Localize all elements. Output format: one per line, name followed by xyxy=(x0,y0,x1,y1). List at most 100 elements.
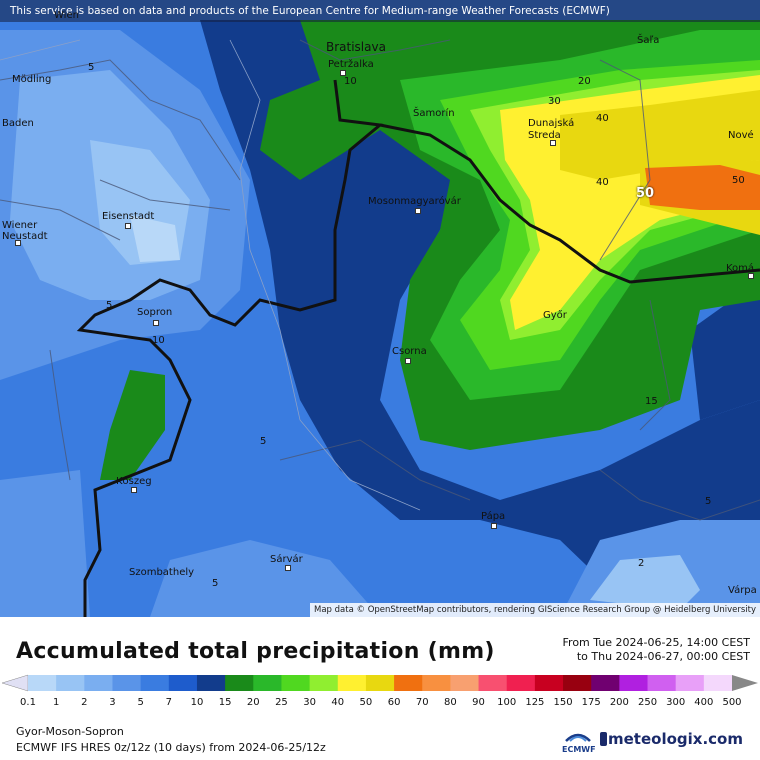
legend-swatch xyxy=(168,675,198,691)
legend-swatch xyxy=(675,675,705,691)
city-samorin[interactable]: Šamorín xyxy=(413,108,455,119)
legend-tick-label: 30 xyxy=(303,697,316,708)
time-to: to Thu 2024-06-27, 00:00 CEST xyxy=(576,650,750,663)
city-dot xyxy=(550,140,556,146)
contour-label: 10 xyxy=(344,76,357,87)
city-wiener[interactable]: Wiener xyxy=(2,220,38,231)
legend-swatch xyxy=(619,675,649,691)
legend-swatch xyxy=(534,675,564,691)
city-wien[interactable]: Wien xyxy=(54,10,79,21)
contour-label: 5 xyxy=(212,578,219,589)
legend-swatch xyxy=(84,675,113,691)
legend-arrow-left xyxy=(1,674,29,692)
contour-label: 5 xyxy=(106,300,113,311)
precipitation-map-canvas xyxy=(0,0,760,617)
city-bratislava[interactable]: Bratislava xyxy=(326,40,386,54)
county-boundary xyxy=(76,79,384,617)
contour-label: 40 xyxy=(596,113,609,124)
contour-label: 2 xyxy=(638,558,645,569)
legend-tick-label: 250 xyxy=(637,697,658,708)
city-petrzalka[interactable]: Petržalka xyxy=(328,59,374,70)
city-varpa[interactable]: Várpa xyxy=(728,585,757,596)
city-baden[interactable]: Baden xyxy=(2,118,34,129)
city-szombathely[interactable]: Szombathely xyxy=(129,567,195,578)
admin-borders xyxy=(0,39,760,521)
ecmwf-logo-icon xyxy=(565,733,591,742)
legend-tick-label: 10 xyxy=(190,697,204,708)
legend-tick-label: 200 xyxy=(609,697,629,708)
legend-tick-label: 60 xyxy=(387,697,401,708)
city-koszeg[interactable]: Kőszeg xyxy=(116,476,152,487)
city-modling[interactable]: Mödling xyxy=(12,74,52,85)
precip-field-50-60 xyxy=(560,90,760,180)
legend-tick-label: 20 xyxy=(246,697,260,708)
legend-tick-label: 125 xyxy=(525,697,545,708)
city-csorna[interactable]: Csorna xyxy=(392,346,427,357)
city-dot xyxy=(415,208,421,214)
legend-swatch xyxy=(337,675,367,691)
city-komarno[interactable]: Komá xyxy=(726,263,755,274)
legend-title: Accumulated total precipitation (mm) xyxy=(16,639,495,664)
legend-swatch xyxy=(309,675,339,691)
legend-arrow-right xyxy=(732,675,758,691)
legend-swatch xyxy=(365,675,395,691)
meteologix-logo-icon xyxy=(600,732,607,746)
city-sarvar[interactable]: Sárvár xyxy=(270,554,303,565)
city-dot xyxy=(153,320,159,326)
legend-swatch xyxy=(450,675,480,691)
legend-tick-label: 400 xyxy=(694,697,714,708)
ecmwf-notice: This service is based on data and produc… xyxy=(0,0,760,22)
city-nove[interactable]: Nové xyxy=(728,130,754,141)
city-eisenstadt[interactable]: Eisenstadt xyxy=(102,211,155,222)
legend-tick-label: 500 xyxy=(722,697,742,708)
forecast-map[interactable]: This service is based on data and produc… xyxy=(0,0,760,617)
precip-field-se-pale xyxy=(590,555,700,610)
legend-swatch xyxy=(112,675,142,691)
contour-label: 5 xyxy=(260,436,267,447)
legend-panel: Accumulated total precipitation (mm) Fro… xyxy=(0,617,760,760)
contour-label: 5 xyxy=(705,496,712,507)
city-dot xyxy=(340,70,346,76)
city-mosonmagyarovar[interactable]: Mosonmagyaróvár xyxy=(368,196,461,207)
legend-tick-label: 3 xyxy=(109,697,116,708)
legend-tick-label: 0.1 xyxy=(20,697,36,708)
meteologix-brand[interactable]: meteologix.com xyxy=(608,730,743,748)
city-dunajska-streda[interactable]: Dunajská Streda xyxy=(528,118,575,141)
legend-swatch xyxy=(563,675,592,691)
precip-field-10-15-east xyxy=(690,280,760,420)
model-info: ECMWF IFS HRES 0z/12z (10 days) from 202… xyxy=(16,741,326,754)
city-sopron[interactable]: Sopron xyxy=(137,307,173,318)
city-dot xyxy=(131,487,137,493)
legend-swatch xyxy=(225,675,254,691)
contour-label: 40 xyxy=(596,177,609,188)
legend-swatch xyxy=(394,675,423,691)
legend-swatch xyxy=(56,675,85,691)
legend-swatch xyxy=(196,675,226,691)
legend-swatch xyxy=(506,675,536,691)
precip-field-05-1 xyxy=(130,215,180,262)
time-from: From Tue 2024-06-25, 14:00 CEST xyxy=(562,636,750,649)
city-dot xyxy=(491,523,497,529)
city-neustadt[interactable]: Neustadt xyxy=(2,231,48,242)
city-gyor[interactable]: Győr xyxy=(543,310,567,321)
city-dot xyxy=(15,240,21,246)
map-attribution[interactable]: Map data © OpenStreetMap contributors, r… xyxy=(310,603,760,617)
legend-tick-label: 90 xyxy=(472,697,485,708)
legend-swatch xyxy=(28,675,57,691)
precip-field-60-70 xyxy=(645,165,760,210)
legend-tick-label: 5 xyxy=(137,697,144,708)
contour-lines xyxy=(0,39,421,511)
city-papa[interactable]: Pápa xyxy=(481,511,506,522)
legend-color-bar xyxy=(1,674,758,692)
legend-tick-label: 40 xyxy=(331,697,345,708)
contour-label: 30 xyxy=(548,96,561,107)
legend-swatch xyxy=(591,675,620,691)
legend-swatch xyxy=(647,675,677,691)
contour-label: 50 xyxy=(732,175,745,186)
city-safa[interactable]: Šaľa xyxy=(637,35,660,46)
contour-label: 15 xyxy=(645,396,658,407)
ecmwf-logo-text: ECMWF xyxy=(562,745,596,754)
city-dot xyxy=(125,223,131,229)
legend-tick-label: 80 xyxy=(444,697,457,708)
city-dot xyxy=(285,565,291,571)
